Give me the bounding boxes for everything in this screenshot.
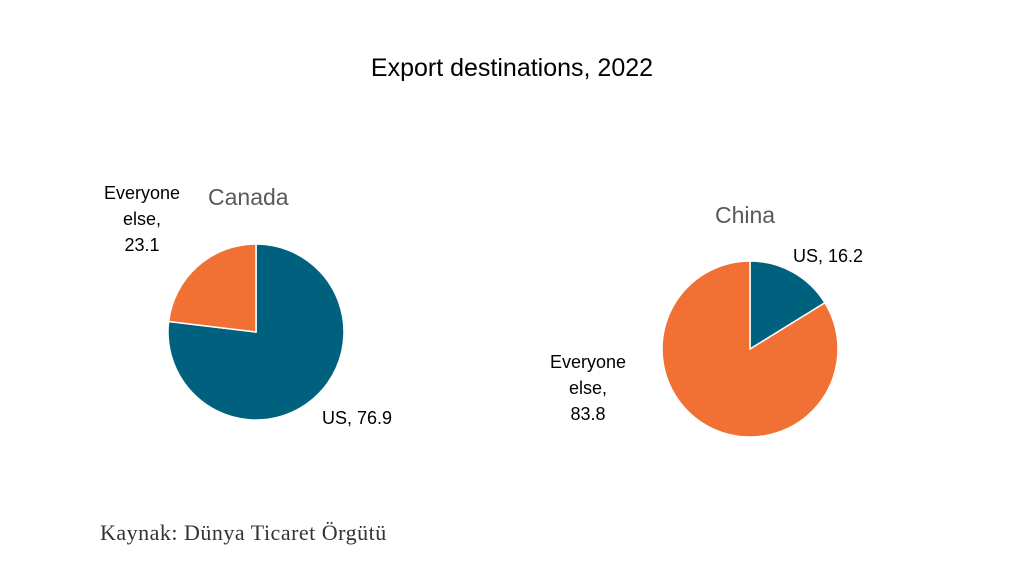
pie-slice-china-everyone-else — [661, 260, 839, 438]
chart-title: Export destinations, 2022 — [370, 54, 654, 82]
slice-label-canada-everyone-else: Everyone else, 23.1 — [103, 183, 181, 255]
source-note: Kaynak: Dünya Ticaret Örgütü — [100, 520, 387, 545]
slice-label-canada-us: US, 76.9 — [322, 408, 393, 428]
slice-label-china-everyone-else: Everyone else, 83.8 — [549, 352, 627, 424]
pie-title-china: China — [715, 202, 776, 228]
slice-label-china-us: US, 16.2 — [793, 246, 864, 266]
pie-slice-china-us — [749, 260, 826, 351]
pie-slice-canada-everyone-else — [167, 243, 257, 333]
pie-title-canada: Canada — [208, 184, 289, 210]
